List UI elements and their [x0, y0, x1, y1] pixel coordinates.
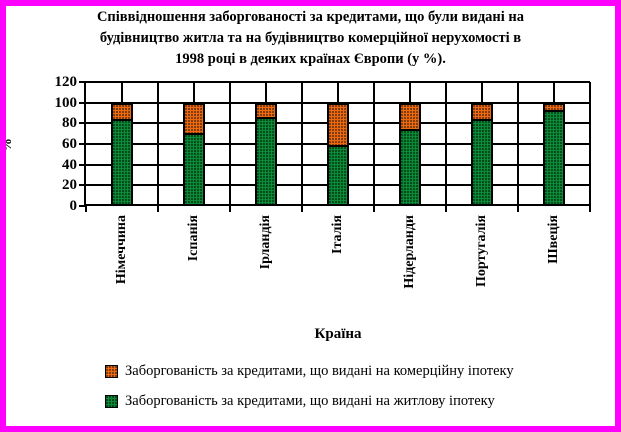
category-label-text: Італія: [330, 215, 345, 254]
legend-row-commercial: Заборгованість за кредитами, що видані н…: [105, 363, 514, 379]
y-axis-tick-40: [79, 164, 86, 166]
chart-title: Співвідношення заборгованості за кредита…: [96, 9, 525, 67]
category-label-text: Швеція: [546, 215, 561, 264]
category-label-text: Нідерланди: [402, 215, 417, 289]
bar-segment-commercial-Іспанія: [183, 103, 205, 135]
category-label-Швеція: Швеція: [546, 213, 595, 264]
category-label-Італія: Італія: [330, 213, 369, 254]
category-label-Нідерланди: Нідерланди: [402, 213, 476, 289]
x-axis-tick-7: [589, 206, 591, 212]
x-axis-tick-2: [229, 206, 231, 212]
x-axis-tick-5: [445, 206, 447, 212]
gridline-vertical-boundary-6: [517, 82, 519, 206]
x-axis-tick-4: [373, 206, 375, 212]
gridline-vertical-boundary-4: [373, 82, 375, 206]
y-tick-label-20: 20: [62, 177, 77, 193]
legend-label-commercial: Заборгованість за кредитами, що видані н…: [125, 363, 514, 379]
x-axis-title: Країна: [314, 326, 362, 342]
x-axis-line: [84, 204, 590, 206]
gridline-vertical-boundary-7: [589, 82, 591, 206]
bar-segment-residential-Швеція: [543, 110, 565, 206]
bar-segment-commercial-Ірландія: [255, 103, 277, 119]
category-label-text: Іспанія: [186, 215, 201, 262]
y-tick-label-120: 120: [54, 74, 78, 90]
y-axis-tick-0: [79, 205, 86, 207]
category-label-text: Ірландія: [258, 215, 273, 270]
x-axis-tick-1: [157, 206, 159, 212]
y-tick-label-60: 60: [62, 136, 77, 152]
legend-row-residential: Заборгованість за кредитами, що видані н…: [105, 393, 495, 409]
y-axis-tick-20: [79, 184, 86, 186]
category-label-Ірландія: Ірландія: [258, 213, 312, 269]
y-tick-label-40: 40: [62, 157, 77, 173]
category-label-Іспанія: Іспанія: [186, 213, 232, 261]
bar-segment-commercial-Італія: [327, 103, 349, 147]
gridline-vertical-boundary-1: [157, 82, 159, 206]
category-label-Німеччина: Німеччина: [114, 213, 183, 284]
bar-segment-residential-Ірландія: [255, 117, 277, 206]
bar-segment-residential-Іспанія: [183, 133, 205, 206]
y-tick-label-100: 100: [54, 95, 78, 111]
gridline-vertical-boundary-3: [301, 82, 303, 206]
x-axis-tick-6: [517, 206, 519, 212]
legend-swatch-residential-icon: [105, 394, 118, 408]
y-axis-tick-60: [79, 143, 86, 145]
y-axis-line: [84, 82, 86, 206]
bar-segment-commercial-Португалія: [471, 103, 493, 121]
bar-segment-residential-Італія: [327, 145, 349, 206]
category-label-text: Португалія: [474, 215, 489, 287]
bar-segment-commercial-Нідерланди: [399, 103, 421, 131]
legend-swatch-commercial-icon: [105, 364, 118, 378]
gridline-vertical-boundary-2: [229, 82, 231, 206]
bar-segment-residential-Нідерланди: [399, 129, 421, 206]
y-tick-label-80: 80: [62, 115, 77, 131]
gridline-vertical-boundary-5: [445, 82, 447, 206]
y-axis-tick-80: [79, 122, 86, 124]
bar-segment-residential-Німеччина: [111, 119, 133, 206]
category-label-Португалія: Португалія: [474, 213, 546, 287]
y-axis-tick-100: [79, 102, 86, 104]
y-axis-tick-120: [79, 81, 86, 83]
x-axis-tick-0: [85, 206, 87, 212]
y-tick-label-0: 0: [69, 198, 78, 214]
category-label-text: Німеччина: [114, 215, 129, 285]
bar-segment-commercial-Німеччина: [111, 103, 133, 121]
bar-segment-residential-Португалія: [471, 119, 493, 206]
x-axis-tick-3: [301, 206, 303, 212]
legend-label-residential: Заборгованість за кредитами, що видані н…: [125, 393, 495, 409]
